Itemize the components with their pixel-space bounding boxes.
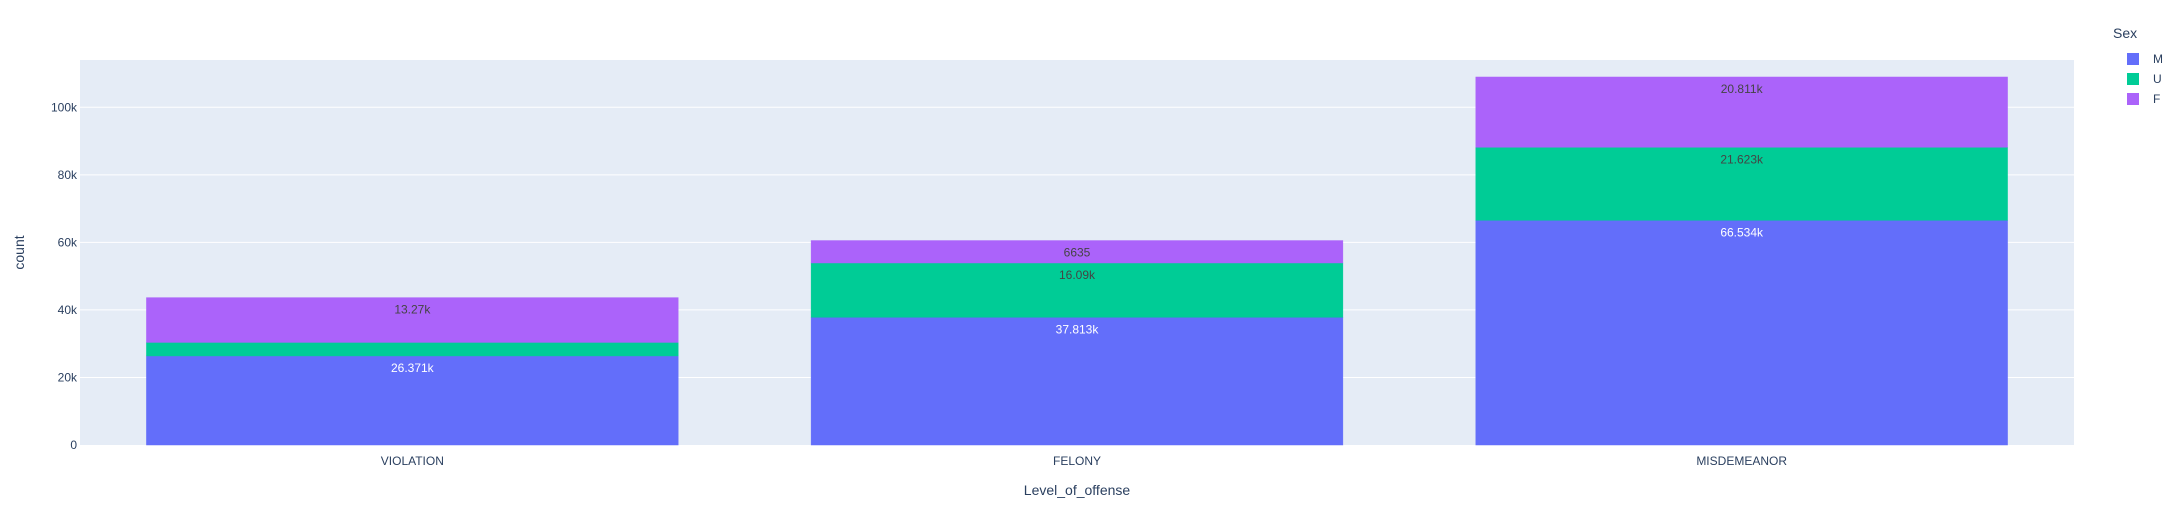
legend-swatch-U (2127, 73, 2139, 85)
legend-title: Sex (2113, 25, 2137, 41)
data-label: 66.534k (1720, 225, 1764, 239)
legend-item-F: F (2153, 92, 2160, 106)
data-label: 13.27k (394, 303, 431, 317)
data-label: 16.09k (1059, 268, 1096, 282)
bars (146, 76, 2008, 446)
bar-M-felony (810, 317, 1344, 446)
data-label: 26.371k (391, 361, 435, 375)
legend-swatch-M (2127, 53, 2139, 65)
bar-M-violation (146, 355, 679, 446)
bar-F-felony (810, 240, 1344, 264)
bar-M-misdemeanor (1475, 220, 2008, 446)
y-tick-label: 40k (58, 303, 78, 317)
y-axis: 0 20k 40k 60k 80k 100k (51, 100, 78, 452)
legend: Sex MUF (2113, 25, 2163, 106)
y-tick-label: 0 (70, 438, 77, 452)
x-tick-label: FELONY (1053, 454, 1101, 468)
x-axis: VIOLATION FELONY MISDEMEANOR (381, 454, 1788, 468)
x-tick-label: VIOLATION (381, 454, 444, 468)
legend-item-U: U (2153, 72, 2162, 86)
y-tick-label: 60k (58, 235, 78, 249)
bar-F-violation (146, 297, 679, 343)
legend-item-M: M (2153, 52, 2163, 66)
data-label: 20.811k (1721, 82, 1764, 96)
data-label: 6635 (1064, 246, 1091, 260)
data-label: 37.813k (1056, 322, 1100, 336)
x-tick-label: MISDEMEANOR (1696, 454, 1787, 468)
bar-U-misdemeanor (1475, 147, 2008, 221)
y-tick-label: 80k (58, 168, 78, 182)
y-tick-label: 100k (51, 100, 78, 114)
legend-swatch-F (2127, 93, 2139, 105)
data-label: 21.623k (1720, 152, 1764, 166)
x-axis-title: Level_of_offense (1024, 482, 1131, 498)
y-tick-label: 20k (58, 370, 78, 384)
bar-U-violation (146, 342, 679, 357)
bar-F-misdemeanor (1475, 76, 2008, 148)
bar-U-felony (810, 262, 1344, 318)
data-labels: 26.371k 13.27k 37.813k 16.09k 6635 66.534k 21.… (391, 82, 1764, 375)
y-axis-title: count (11, 235, 27, 269)
